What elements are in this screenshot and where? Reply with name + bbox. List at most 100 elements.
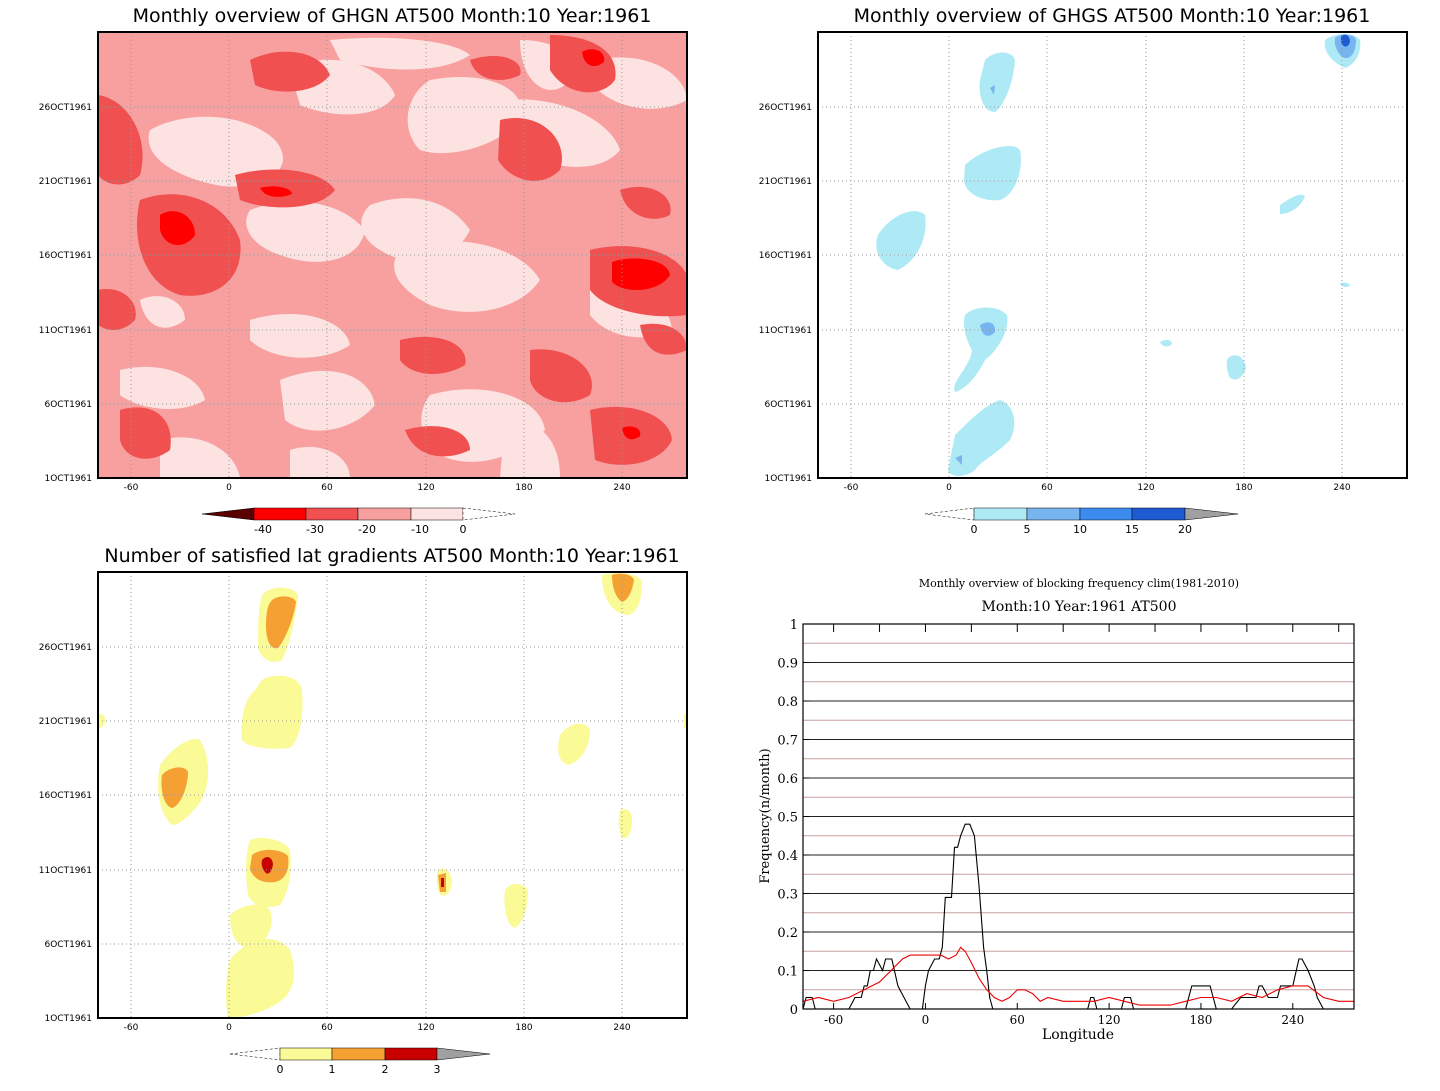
series-line-2 [802, 946, 1354, 1006]
y-tick-label: 0.2 [777, 926, 798, 941]
ghgs-colorbar-end-low [924, 507, 975, 521]
latgrad-xtick: 240 [613, 1023, 630, 1033]
ghgs-xtick: 180 [1235, 483, 1252, 493]
ghgn-colorbar-label: -40 [254, 523, 272, 536]
ghgs-colorbar-label: 5 [1024, 523, 1031, 536]
ghgn-xtick: 120 [417, 483, 434, 493]
ghgs-title: Monthly overview of GHGS AT500 Month:10 … [854, 5, 1371, 27]
x-tick-label: 60 [1010, 1013, 1025, 1027]
ghgn-colorbar-swatch [253, 507, 307, 521]
y-tick-label: 0.6 [777, 772, 798, 787]
latgrad-frame [97, 571, 688, 1019]
blockfreq-title: Monthly overview of blocking frequency c… [919, 577, 1239, 590]
ghgn-ytick: 6OCT1961 [45, 400, 93, 410]
ghgn-strong-regions [160, 49, 670, 440]
x-tick-label: 0 [922, 1013, 930, 1027]
latgrad-colorbar-label: 2 [382, 1063, 389, 1076]
blockfreq-x-label: Longitude [1042, 1027, 1114, 1043]
x-tick-label: -60 [824, 1013, 843, 1027]
latgrad-colorbar-label: 3 [434, 1063, 441, 1076]
x-tick-label: 120 [1098, 1013, 1121, 1027]
latgrad-colorbar-label: 1 [329, 1063, 336, 1076]
blockfreq-panel: Monthly overview of blocking frequency c… [758, 577, 1355, 1043]
blockfreq-y-ticks: 0 0.1 0.2 0.3 0.4 0.5 0.6 0.7 0.8 0.9 1 [777, 618, 809, 1018]
ghgn-y-ticks: 1OCT1961 6OCT1961 11OCT1961 16OCT1961 21… [39, 103, 92, 484]
latgrad-y-ticks: 1OCT1961 6OCT1961 11OCT1961 16OCT1961 21… [39, 643, 92, 1024]
ghgn-ytick: 11OCT1961 [39, 326, 92, 336]
ghgs-colorbar-label: 15 [1125, 523, 1139, 536]
y-tick-label: 1 [790, 618, 798, 633]
x-tick-label: 240 [1281, 1013, 1304, 1027]
latgrad-ytick: 26OCT1961 [39, 643, 92, 653]
y-tick-label: 0.5 [777, 811, 798, 826]
ghgs-field [818, 32, 1407, 478]
latgrad-ytick: 1OCT1961 [45, 1014, 93, 1024]
ghgs-ytick: 16OCT1961 [759, 251, 812, 261]
ghgs-frame [817, 31, 1408, 479]
ghgs-base-level [818, 32, 1407, 478]
latgrad-ytick: 6OCT1961 [45, 940, 93, 950]
latgrad-ytick: 21OCT1961 [39, 717, 92, 727]
latgrad-colorbar: 0 1 2 3 [229, 1047, 491, 1076]
y-tick-label: 0.1 [777, 965, 798, 980]
ghgn-colorbar-label: -20 [358, 523, 376, 536]
latgrad-colorbar-swatch [384, 1047, 438, 1061]
ghgs-ytick: 26OCT1961 [759, 103, 812, 113]
latgrad-colorbar-end-low [229, 1047, 281, 1061]
latgrad-panel: Number of satisfied lat gradients AT500 … [39, 545, 688, 1076]
ghgs-ytick: 6OCT1961 [765, 400, 813, 410]
ghgn-colorbar-swatch [357, 507, 412, 521]
latgrad-ytick: 11OCT1961 [39, 866, 92, 876]
blockfreq-top-ticks [833, 624, 1340, 632]
ghgn-field [98, 32, 687, 478]
y-tick-label: 0.7 [777, 734, 798, 749]
ghgn-mid-regions [98, 35, 687, 465]
ghgs-xtick: 120 [1137, 483, 1154, 493]
y-tick-label: 0 [790, 1003, 798, 1018]
ghgn-x-ticks: -60 0 60 120 180 240 [124, 483, 631, 493]
ghgn-colorbar-swatch [305, 507, 359, 521]
ghgn-ytick: 16OCT1961 [39, 251, 92, 261]
latgrad-ytick: 16OCT1961 [39, 791, 92, 801]
ghgs-colorbar-label: 0 [971, 523, 978, 536]
latgrad-colorbar-end-high [436, 1047, 491, 1061]
ghgn-ytick: 1OCT1961 [45, 474, 93, 484]
ghgn-colorbar-label: 0 [460, 523, 467, 536]
ghgn-ytick: 21OCT1961 [39, 177, 92, 187]
ghgn-colorbar-label: -10 [411, 523, 429, 536]
ghgn-colorbar-end-low [201, 507, 255, 521]
y-tick-label: 0.9 [777, 657, 798, 672]
latgrad-xtick: 0 [226, 1023, 232, 1033]
ghgn-title: Monthly overview of GHGN AT500 Month:10 … [133, 5, 652, 27]
latgrad-colorbar-swatch [331, 1047, 386, 1061]
ghgs-colorbar-label: 20 [1178, 523, 1192, 536]
y-tick-label: 0.8 [777, 695, 798, 710]
series-line-1 [802, 823, 1354, 1010]
ghgs-xtick: 0 [946, 483, 952, 493]
ghgn-xtick: 240 [613, 483, 630, 493]
latgrad-xtick: 60 [321, 1023, 333, 1033]
ghgn-colorbar: -40 -30 -20 -10 0 [201, 507, 516, 536]
blockfreq-gridlines [803, 623, 1354, 1010]
x-tick-label: 180 [1189, 1013, 1212, 1027]
ghgs-colorbar: 0 5 10 15 20 [924, 507, 1239, 536]
blockfreq-x-ticks: -60 0 60 120 180 240 [824, 1003, 1304, 1027]
ghgs-ytick: 1OCT1961 [765, 474, 813, 484]
latgrad-x-ticks: -60 0 60 120 180 240 [124, 1023, 631, 1033]
ghgn-xtick: 0 [226, 483, 232, 493]
ghgs-xtick: -60 [844, 483, 859, 493]
ghgs-colorbar-swatch [973, 507, 1028, 521]
ghgn-colorbar-end-high [462, 507, 516, 521]
ghgs-ytick: 21OCT1961 [759, 177, 812, 187]
blockfreq-series-group [802, 823, 1354, 1010]
ghgn-xtick: 60 [321, 483, 333, 493]
ghgn-xtick: -60 [124, 483, 139, 493]
ghgs-colorbar-swatch [1026, 507, 1081, 521]
ghgs-colorbar-label: 10 [1073, 523, 1087, 536]
ghgs-y-ticks: 1OCT1961 6OCT1961 11OCT1961 16OCT1961 21… [759, 103, 812, 484]
ghgn-colorbar-label: -30 [306, 523, 324, 536]
y-tick-label: 0.3 [777, 888, 798, 903]
blockfreq-y-label: Frequency(n/month) [758, 748, 773, 883]
latgrad-title: Number of satisfied lat gradients AT500 … [104, 545, 679, 567]
ghgs-panel: Monthly overview of GHGS AT500 Month:10 … [759, 5, 1408, 536]
